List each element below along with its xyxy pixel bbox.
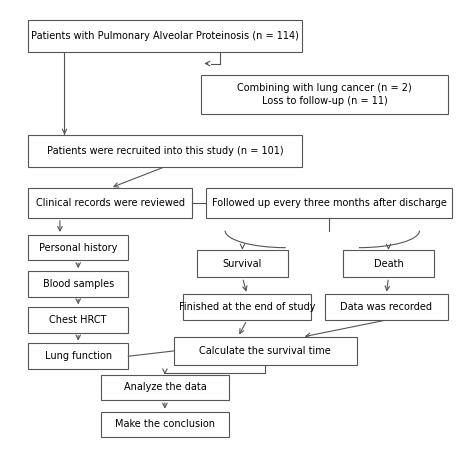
Text: Followed up every three months after discharge: Followed up every three months after dis… — [212, 198, 447, 208]
Text: Patients with Pulmonary Alveolar Proteinosis (n = 114): Patients with Pulmonary Alveolar Protein… — [31, 31, 299, 41]
FancyBboxPatch shape — [343, 250, 434, 277]
FancyBboxPatch shape — [28, 235, 128, 260]
FancyBboxPatch shape — [183, 294, 311, 320]
FancyBboxPatch shape — [28, 135, 302, 167]
FancyBboxPatch shape — [206, 188, 452, 218]
Text: Combining with lung cancer (n = 2)
Loss to follow-up (n = 11): Combining with lung cancer (n = 2) Loss … — [237, 83, 412, 106]
FancyBboxPatch shape — [28, 307, 128, 333]
FancyBboxPatch shape — [28, 271, 128, 297]
FancyBboxPatch shape — [201, 75, 448, 113]
Text: Finished at the end of study: Finished at the end of study — [179, 302, 315, 312]
FancyBboxPatch shape — [28, 344, 128, 369]
Text: Survival: Survival — [223, 259, 262, 269]
FancyBboxPatch shape — [101, 412, 229, 437]
FancyBboxPatch shape — [28, 188, 192, 218]
FancyBboxPatch shape — [28, 20, 302, 52]
FancyBboxPatch shape — [325, 294, 448, 320]
FancyBboxPatch shape — [174, 337, 356, 365]
Text: Lung function: Lung function — [45, 351, 112, 361]
Text: Calculate the survival time: Calculate the survival time — [200, 346, 331, 356]
Text: Analyze the data: Analyze the data — [124, 383, 206, 392]
Text: Death: Death — [374, 259, 403, 269]
Text: Chest HRCT: Chest HRCT — [49, 315, 107, 325]
Text: Patients were recruited into this study (n = 101): Patients were recruited into this study … — [46, 146, 283, 156]
Text: Make the conclusion: Make the conclusion — [115, 420, 215, 430]
FancyBboxPatch shape — [197, 250, 288, 277]
Text: Personal history: Personal history — [39, 243, 118, 253]
Text: Blood samples: Blood samples — [43, 279, 114, 289]
Text: Clinical records were reviewed: Clinical records were reviewed — [36, 198, 185, 208]
Text: Data was recorded: Data was recorded — [340, 302, 432, 312]
FancyBboxPatch shape — [101, 375, 229, 400]
